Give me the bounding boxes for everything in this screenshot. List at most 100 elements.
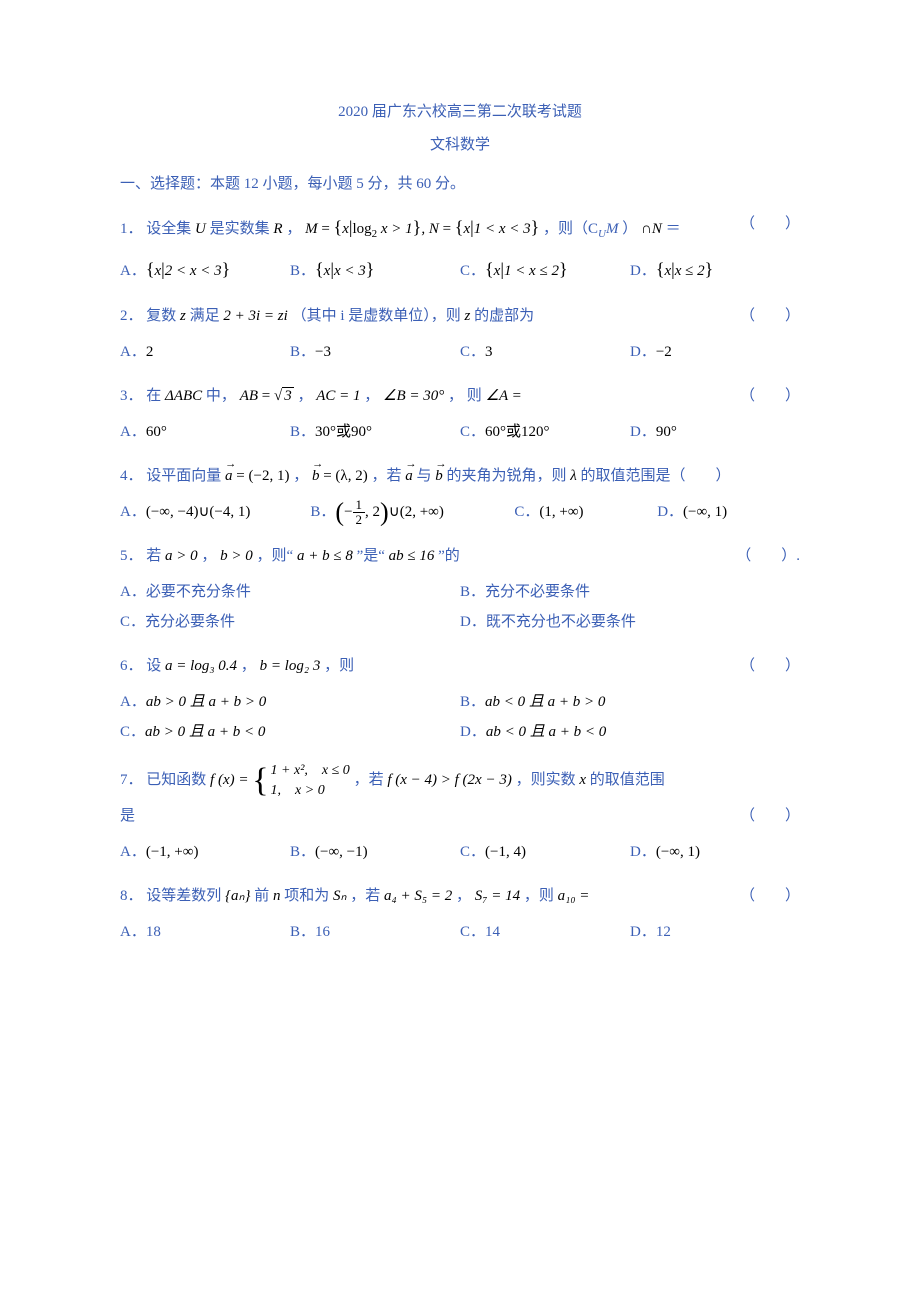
q4-adef: = (−2, 1) <box>233 468 290 484</box>
q5-Alabel: A． <box>120 584 146 600</box>
q8-Alabel: A． <box>120 924 146 940</box>
q5-optC: C．充分必要条件 <box>120 607 460 637</box>
q1-cusub: U <box>598 228 606 240</box>
q1-t2: ，则（ <box>543 221 588 237</box>
q8-optB: B．16 <box>290 917 460 947</box>
q1-Blabel: B． <box>290 263 315 279</box>
q1-setx1: x <box>342 221 349 237</box>
q4-t3: 的取值范围是（ ） <box>581 468 731 484</box>
q5-options: A．必要不充分条件 B．充分不必要条件 C．充分必要条件 D．既不充分也不必要条… <box>120 577 800 637</box>
q1-optA: A．{x|2 < x < 3} <box>120 251 290 287</box>
q1-N2: N <box>652 221 662 237</box>
q5-c1: a > 0 <box>165 548 198 564</box>
q6-optA: A．ab > 0 且 a + b > 0 <box>120 687 460 717</box>
q4-stem: 4． 设平面向量 a = (−2, 1) ， b = (λ, 2) ，若 a 与… <box>120 461 800 491</box>
q3-c1: ， <box>297 388 312 404</box>
q5-blank: （ ）. <box>736 541 800 571</box>
q2-B: −3 <box>315 344 331 360</box>
q2-blank: （ ） <box>740 301 800 331</box>
q1-Dlabel: D． <box>630 263 656 279</box>
q7-t2: ，则实数 <box>516 772 576 788</box>
q6-options: A．ab > 0 且 a + b > 0 B．ab < 0 且 a + b > … <box>120 687 800 747</box>
q3-Alabel: A． <box>120 424 146 440</box>
q2-stem: 2． 复数 z 满足 2 + 3i = zi （其中 i 是虚数单位），则 z … <box>120 301 800 331</box>
q5-B: 充分不必要条件 <box>485 584 590 600</box>
q1-options: A．{x|2 < x < 3} B．{x|x < 3} C．{x|1 < x ≤… <box>120 251 800 287</box>
q6-blank: （ ） <box>740 651 800 681</box>
q6-then: ，则 <box>324 658 354 674</box>
q3-Clabel: C． <box>460 424 485 440</box>
q1-Acond: 2 < x < 3 <box>165 263 222 279</box>
q7-optD: D．(−∞, 1) <box>630 837 800 867</box>
q5-Clabel: C． <box>120 614 145 630</box>
q8-seq: {aₙ} <box>225 888 250 904</box>
q3-A: ∠A = <box>486 388 522 404</box>
q3-optD: D．90° <box>630 417 800 447</box>
q7-C: (−1, 4) <box>485 844 526 860</box>
q3-Blabel: B． <box>290 424 315 440</box>
q3-optB: B．30°或90° <box>290 417 460 447</box>
q7-tail: 是 （ ） <box>120 801 800 831</box>
q1-t1: 是实数集 <box>210 221 270 237</box>
q7-Dlabel: D． <box>630 844 656 860</box>
q1-N: N <box>429 221 439 237</box>
q2-Clabel: C． <box>460 344 485 360</box>
q8-ask: a₁₀ = <box>558 888 590 904</box>
q6-bdef: b = log₂ 3 <box>260 658 321 674</box>
q3-B: 30°或90° <box>315 424 372 440</box>
q4-num: 4． <box>120 468 143 484</box>
q8-t1: 前 <box>254 888 269 904</box>
q6-D: ab < 0 且 a + b < 0 <box>486 724 606 740</box>
q6-Dlabel: D． <box>460 724 486 740</box>
q6-optC: C．ab > 0 且 a + b < 0 <box>120 717 460 747</box>
q7-num: 7． <box>120 772 143 788</box>
q3-stem: 3． 在 ΔABC 中， AB = √3 ， AC = 1 ， ∠B = 30°… <box>120 381 800 411</box>
q2-D: −2 <box>656 344 672 360</box>
q8-Dlabel: D． <box>630 924 656 940</box>
q7-optB: B．(−∞, −1) <box>290 837 460 867</box>
q7-optA: A．(−1, +∞) <box>120 837 290 867</box>
q4-lead: 设平面向量 <box>146 468 221 484</box>
q3-D: 90° <box>656 424 677 440</box>
q4-optA: A．(−∞, −4)∪(−4, 1) <box>120 497 310 527</box>
q1-Bcond: x < 3 <box>334 263 366 279</box>
q8-stem: 8． 设等差数列 {aₙ} 前 n 项和为 Sₙ ，若 a₄ + S₅ = 2 … <box>120 881 800 911</box>
q7-t1: ，若 <box>354 772 384 788</box>
q2-options: A．2 B．−3 C．3 D．−2 <box>120 337 800 367</box>
q8-c1: a₄ + S₅ = 2 <box>384 888 452 904</box>
question-4: 4． 设平面向量 a = (−2, 1) ， b = (λ, 2) ，若 a 与… <box>120 461 800 527</box>
q7-row2: 1, x > 0 <box>271 781 350 801</box>
q4-Dlabel: D． <box>657 504 683 520</box>
q4-D: (−∞, 1) <box>683 504 727 520</box>
q7-A: (−1, +∞) <box>146 844 199 860</box>
q4-optD: D．(−∞, 1) <box>657 497 800 527</box>
q4-optB: B．(−12, 2)∪(2, +∞) <box>310 497 514 527</box>
section-title: 一、选择题：本题 12 小题，每小题 5 分，共 60 分。 <box>120 172 800 193</box>
q1-optC: C．{x|1 < x ≤ 2} <box>460 251 630 287</box>
q1-Ncond: 1 < x < 3 <box>474 221 531 237</box>
q5-num: 5． <box>120 548 143 564</box>
q3-t1: 中， <box>206 388 236 404</box>
q5-C: 充分必要条件 <box>145 614 235 630</box>
q1-logsub: 2 <box>372 228 378 240</box>
q1-M: M <box>305 221 318 237</box>
q4-c1: ， <box>293 468 308 484</box>
q8-B: 16 <box>315 924 330 940</box>
q1-cuM: M <box>606 221 619 237</box>
q8-t2: 项和为 <box>284 888 329 904</box>
q4-va2: a <box>405 461 413 491</box>
q7-ineq: f (x − 4) > f (2x − 3) <box>387 772 512 788</box>
q7-B: (−∞, −1) <box>315 844 368 860</box>
q3-c3: ， <box>448 388 463 404</box>
q1-log: log <box>352 221 371 237</box>
q5-A: 必要不充分条件 <box>146 584 251 600</box>
q8-optC: C．14 <box>460 917 630 947</box>
q3-C: 60°或120° <box>485 424 550 440</box>
q6-stem: 6． 设 a = log₃ 0.4 ， b = log₂ 3 ，则 （ ） <box>120 651 800 681</box>
q3-optA: A．60° <box>120 417 290 447</box>
q8-D: 12 <box>656 924 671 940</box>
q7-options: A．(−1, +∞) B．(−∞, −1) C．(−1, 4) D．(−∞, 1… <box>120 837 800 867</box>
q4-bdef: = (λ, 2) <box>319 468 367 484</box>
q5-optB: B．充分不必要条件 <box>460 577 800 607</box>
q5-optD: D．既不充分也不必要条件 <box>460 607 800 637</box>
